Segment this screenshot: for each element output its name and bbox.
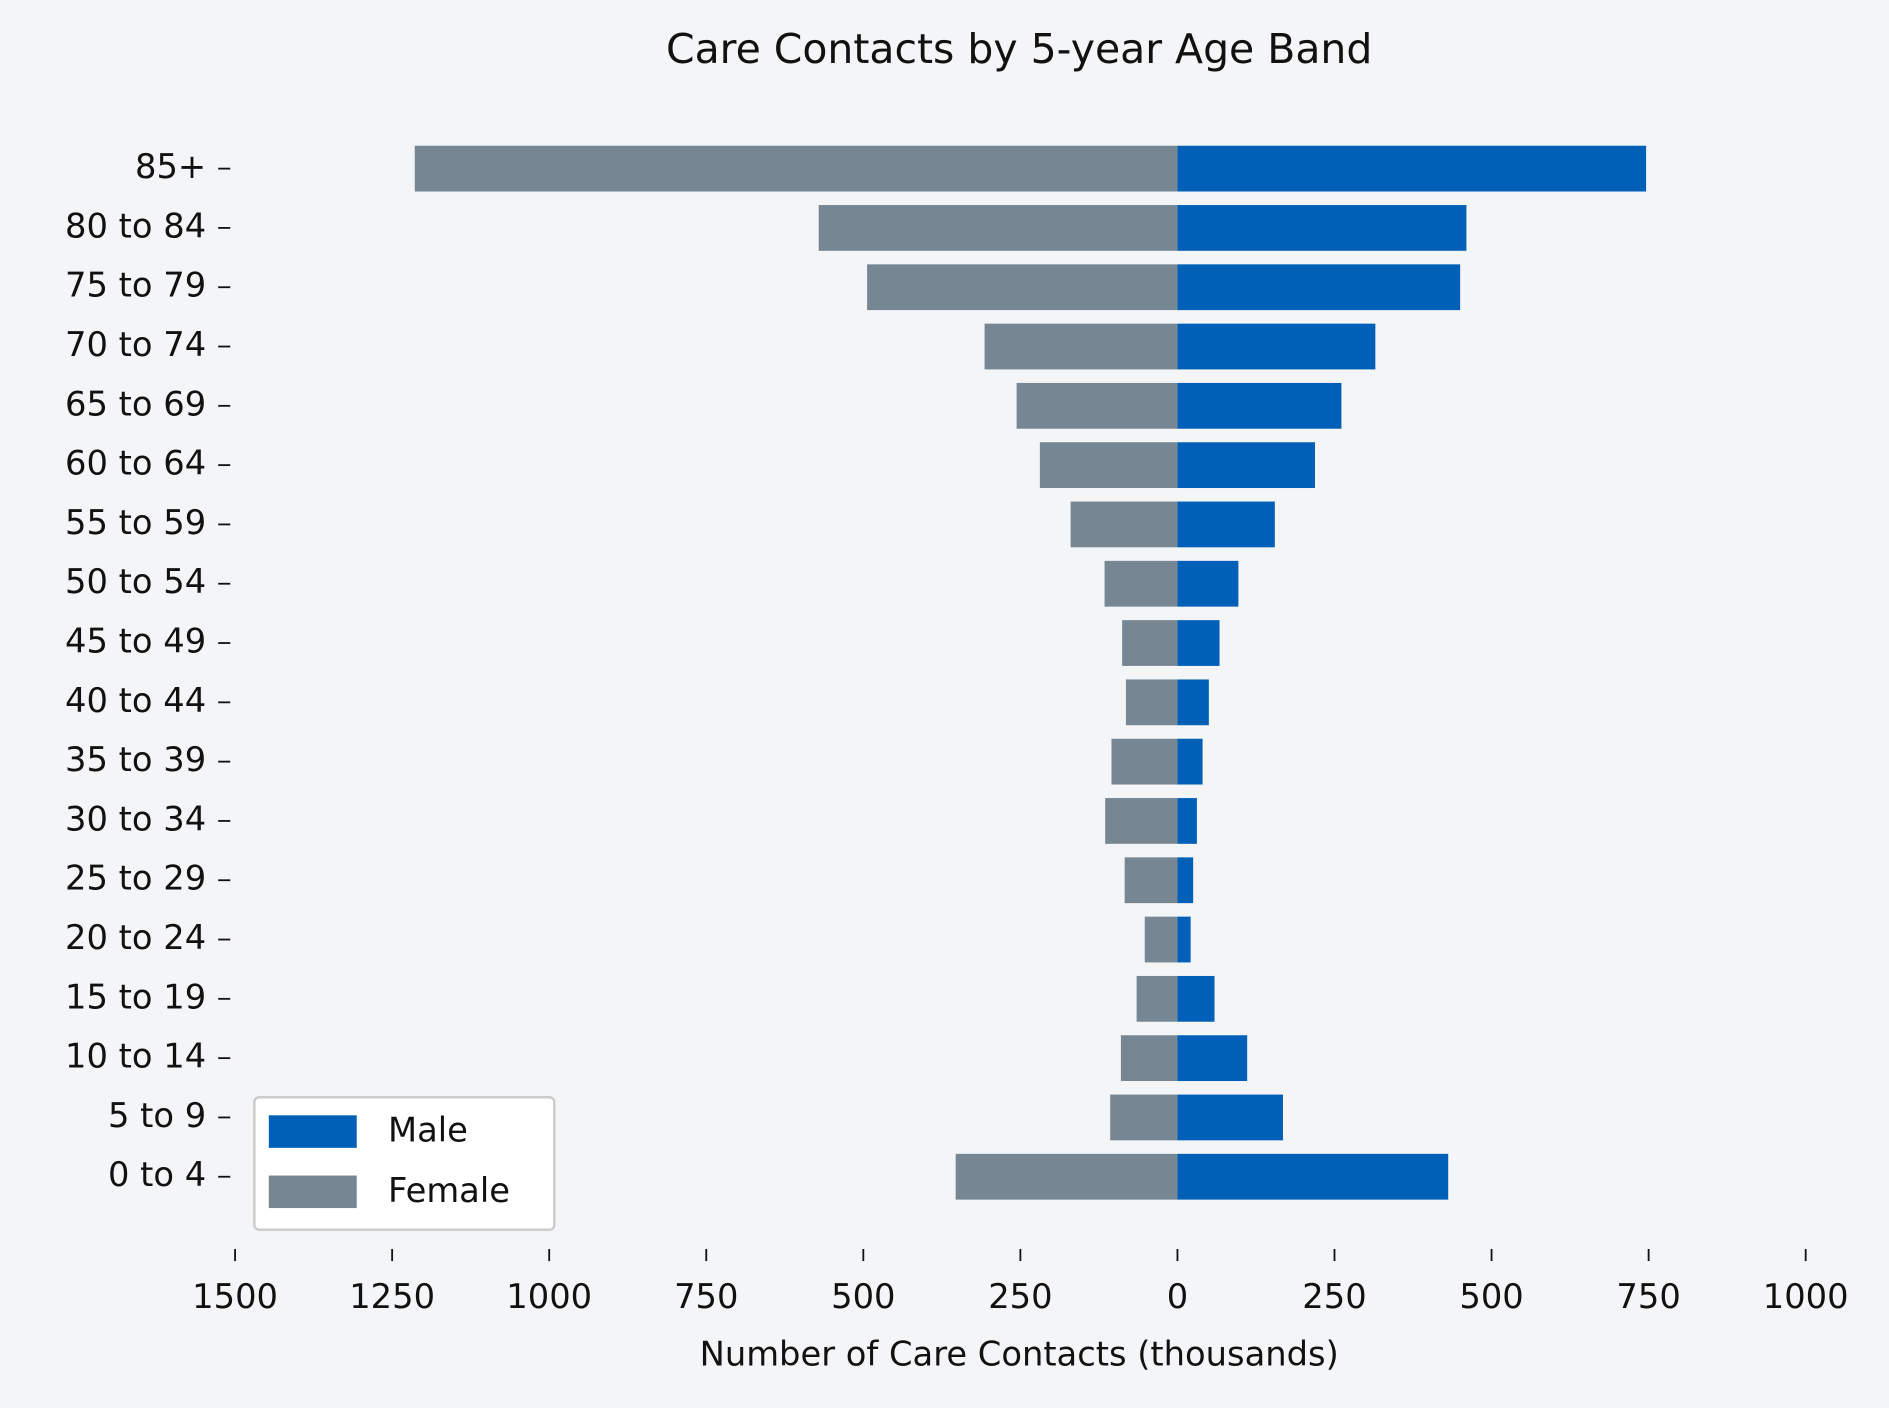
- y-tick-label: 30 to 34: [65, 799, 206, 838]
- x-tick-label: 750: [1616, 1277, 1680, 1316]
- bar: [1177, 442, 1316, 489]
- bar: [1016, 382, 1178, 429]
- x-tick-label: 1250: [349, 1277, 435, 1316]
- x-tick-label: 500: [831, 1277, 895, 1316]
- bar: [414, 145, 1178, 192]
- bar: [1177, 975, 1215, 1022]
- bar: [1177, 145, 1647, 192]
- y-tick-label: 50 to 54: [65, 562, 206, 601]
- bar: [1070, 501, 1178, 548]
- x-tick-label: 1000: [1763, 1277, 1849, 1316]
- bar: [1177, 1153, 1449, 1200]
- bar: [1177, 205, 1467, 251]
- y-tick-label: 70 to 74: [65, 325, 206, 364]
- x-tick-label: 500: [1459, 1277, 1523, 1316]
- y-tick-label: 5 to 9: [108, 1096, 206, 1135]
- x-tick-label: 1000: [506, 1277, 592, 1316]
- bar: [1125, 679, 1178, 726]
- y-tick-label: 15 to 19: [65, 977, 206, 1016]
- bar: [1177, 679, 1209, 726]
- x-tick-label: 250: [1302, 1277, 1366, 1316]
- y-tick-label: 35 to 39: [65, 740, 206, 779]
- y-tick-label: 20 to 24: [65, 918, 206, 957]
- x-axis-label: Number of Care Contacts (thousands): [700, 1335, 1339, 1374]
- bar: [1177, 382, 1342, 429]
- bar: [1144, 916, 1178, 963]
- bar: [1039, 442, 1178, 489]
- legend-swatch: [268, 1115, 357, 1148]
- y-tick-label: 55 to 59: [65, 503, 206, 542]
- bar: [1177, 264, 1461, 311]
- bar: [867, 264, 1178, 311]
- bar: [1177, 1094, 1283, 1141]
- y-tick-label: 80 to 84: [65, 206, 206, 245]
- legend-label: Female: [388, 1171, 510, 1210]
- x-tick-label: 750: [674, 1277, 738, 1316]
- bar: [1177, 738, 1203, 785]
- bar: [1136, 975, 1178, 1022]
- bar: [1124, 857, 1178, 904]
- y-tick-label: 60 to 64: [65, 444, 206, 483]
- y-tick-label: 45 to 49: [65, 622, 206, 661]
- bar: [1110, 1094, 1178, 1141]
- bar: [818, 205, 1178, 251]
- x-tick-label: 250: [988, 1277, 1052, 1316]
- legend-label: Male: [388, 1111, 468, 1150]
- x-tick-label: 0: [1167, 1277, 1188, 1316]
- y-tick-label: 85+: [135, 147, 206, 186]
- y-tick-label: 65 to 69: [65, 384, 206, 423]
- bar: [1122, 620, 1178, 666]
- bar: [1177, 916, 1191, 963]
- y-tick-label: 10 to 14: [65, 1037, 206, 1076]
- bar: [1177, 323, 1376, 370]
- bar: [1105, 798, 1178, 844]
- bar: [1111, 738, 1178, 785]
- x-tick-label: 1500: [192, 1277, 278, 1316]
- bar: [1177, 560, 1239, 607]
- bar: [1177, 798, 1197, 844]
- y-tick-label: 40 to 44: [65, 681, 206, 720]
- chart-title: Care Contacts by 5-year Age Band: [666, 25, 1372, 73]
- y-tick-label: 25 to 29: [65, 859, 206, 898]
- y-tick-label: 75 to 79: [65, 266, 206, 305]
- bar: [1104, 560, 1178, 607]
- bar: [955, 1153, 1178, 1200]
- bar: [1120, 1035, 1178, 1082]
- bar: [1177, 501, 1275, 548]
- bar: [1177, 1035, 1248, 1082]
- bar: [1177, 857, 1194, 904]
- bar: [1177, 620, 1220, 666]
- y-tick-label: 0 to 4: [108, 1155, 206, 1194]
- legend-swatch: [268, 1175, 357, 1209]
- bar: [984, 323, 1178, 370]
